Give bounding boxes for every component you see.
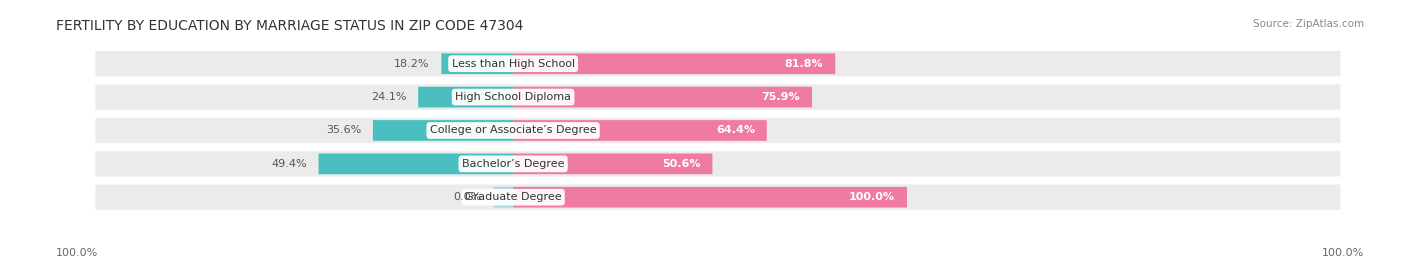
FancyBboxPatch shape: [513, 87, 813, 107]
Text: 100.0%: 100.0%: [1322, 248, 1364, 258]
Text: 50.6%: 50.6%: [662, 159, 700, 169]
FancyBboxPatch shape: [96, 118, 1340, 143]
Text: 81.8%: 81.8%: [785, 59, 824, 69]
Text: 100.0%: 100.0%: [56, 248, 98, 258]
FancyBboxPatch shape: [96, 151, 1340, 176]
FancyBboxPatch shape: [494, 187, 513, 208]
Text: High School Diploma: High School Diploma: [456, 92, 571, 102]
Text: FERTILITY BY EDUCATION BY MARRIAGE STATUS IN ZIP CODE 47304: FERTILITY BY EDUCATION BY MARRIAGE STATU…: [56, 19, 523, 33]
FancyBboxPatch shape: [513, 53, 835, 74]
Text: Graduate Degree: Graduate Degree: [465, 192, 561, 202]
Text: Source: ZipAtlas.com: Source: ZipAtlas.com: [1253, 19, 1364, 29]
Text: 100.0%: 100.0%: [849, 192, 896, 202]
Text: 75.9%: 75.9%: [762, 92, 800, 102]
FancyBboxPatch shape: [441, 53, 513, 74]
Text: 0.0%: 0.0%: [453, 192, 482, 202]
FancyBboxPatch shape: [418, 87, 513, 107]
FancyBboxPatch shape: [373, 120, 513, 141]
FancyBboxPatch shape: [513, 187, 907, 208]
FancyBboxPatch shape: [513, 120, 766, 141]
Text: 24.1%: 24.1%: [371, 92, 406, 102]
Text: 35.6%: 35.6%: [326, 125, 361, 136]
Text: 49.4%: 49.4%: [271, 159, 307, 169]
Text: College or Associate’s Degree: College or Associate’s Degree: [430, 125, 596, 136]
Text: Bachelor’s Degree: Bachelor’s Degree: [461, 159, 564, 169]
Text: 64.4%: 64.4%: [716, 125, 755, 136]
Text: Less than High School: Less than High School: [451, 59, 575, 69]
FancyBboxPatch shape: [96, 51, 1340, 76]
FancyBboxPatch shape: [319, 154, 513, 174]
FancyBboxPatch shape: [96, 185, 1340, 210]
FancyBboxPatch shape: [513, 154, 713, 174]
FancyBboxPatch shape: [96, 84, 1340, 110]
Text: 18.2%: 18.2%: [394, 59, 430, 69]
